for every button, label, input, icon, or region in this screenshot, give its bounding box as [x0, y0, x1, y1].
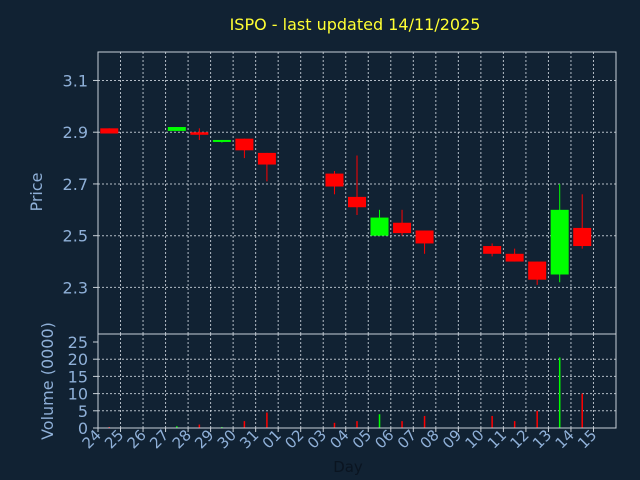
volume-tick-label: 0	[78, 419, 88, 438]
x-axis: 2425262728293031010203040506070809101112…	[79, 426, 601, 452]
volume-bar	[401, 421, 403, 428]
candle-body	[100, 128, 119, 134]
volume-bar	[108, 426, 111, 428]
volume-tick-label: 15	[68, 367, 88, 386]
price-tick-label: 3.1	[63, 71, 88, 90]
volume-bar	[513, 421, 516, 428]
candle-body	[212, 139, 231, 142]
volume-bar	[176, 426, 178, 428]
candle-body	[370, 217, 389, 236]
candle-body	[190, 132, 209, 135]
price-tick-label: 2.7	[63, 175, 88, 194]
candle-body	[528, 261, 547, 280]
candle-body	[505, 253, 524, 262]
volume-bar	[423, 415, 426, 428]
candle-body	[235, 138, 254, 151]
candle-body	[483, 246, 502, 254]
volume-bar	[491, 415, 493, 428]
candle-body	[348, 196, 366, 208]
volume-bar	[198, 424, 201, 428]
x-axis-label: Day	[333, 458, 363, 476]
candle-body	[573, 227, 592, 247]
price-axis-label: Price	[27, 172, 46, 211]
volume-tick-label: 25	[68, 333, 88, 352]
price-tick-label: 2.5	[63, 227, 88, 246]
volume-tick-label: 20	[68, 350, 88, 369]
candle-body	[415, 230, 434, 244]
volume-bar	[221, 426, 223, 428]
candle-body	[257, 152, 276, 165]
price-panel: 3.1 2.9 2.7 2.5 2.3	[63, 51, 617, 335]
volume-tick-label: 10	[68, 385, 88, 404]
volume-bar	[266, 412, 268, 428]
volume-bar	[356, 421, 358, 428]
volume-bar	[243, 421, 246, 428]
candle-body	[167, 127, 186, 131]
price-tick-label: 2.3	[63, 278, 88, 297]
volume-bar	[536, 410, 538, 428]
volume-bar	[581, 393, 583, 428]
volume-bar	[378, 414, 381, 428]
candle-body	[393, 222, 412, 234]
volume-frame	[97, 333, 617, 429]
volume-axis-label: Volume (0000)	[38, 322, 57, 440]
price-tick-label: 2.9	[63, 123, 88, 142]
candle-body	[325, 173, 344, 187]
chart-title: ISPO - last updated 14/11/2025	[230, 15, 481, 34]
volume-bar	[558, 357, 561, 428]
volume-tick-label: 5	[78, 402, 88, 421]
candle-body	[550, 209, 569, 275]
volume-bar	[333, 422, 336, 428]
